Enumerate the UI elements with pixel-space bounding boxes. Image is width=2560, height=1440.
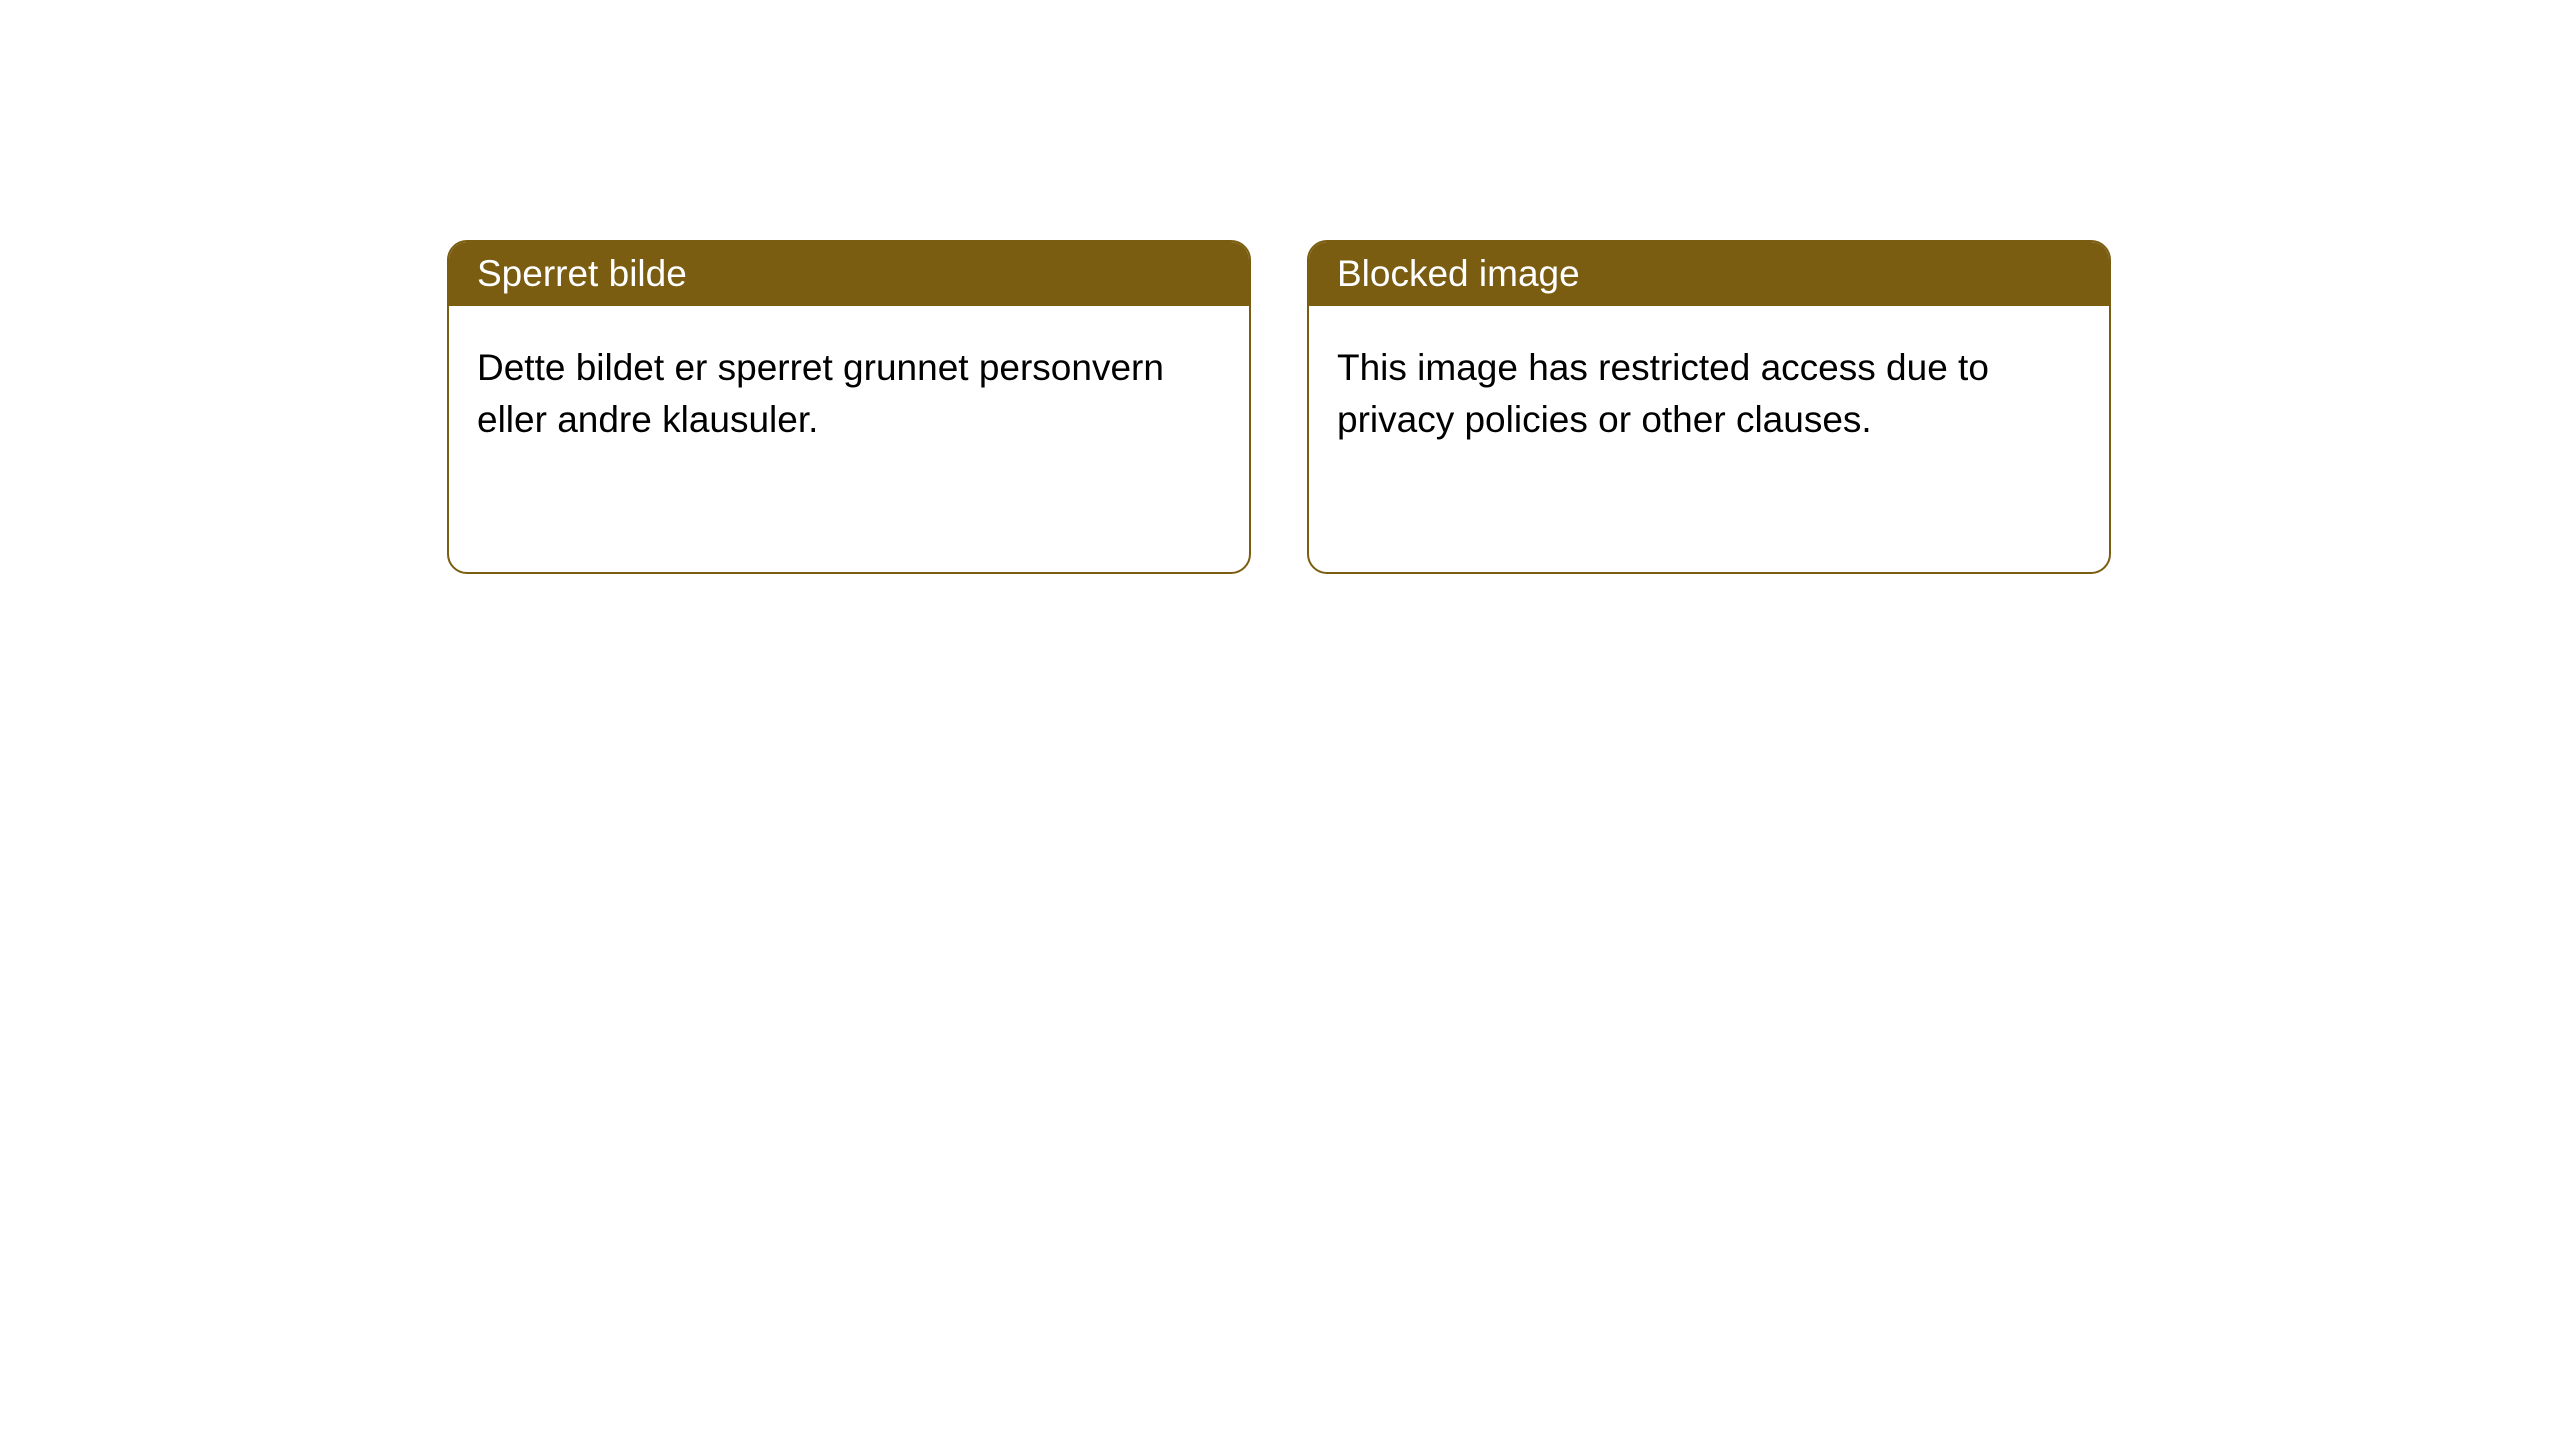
card-title: Sperret bilde [477,253,687,294]
card-header: Sperret bilde [449,242,1249,306]
notice-card-norwegian: Sperret bilde Dette bildet er sperret gr… [447,240,1251,574]
card-header: Blocked image [1309,242,2109,306]
notice-container: Sperret bilde Dette bildet er sperret gr… [0,0,2560,574]
card-body: This image has restricted access due to … [1309,306,2109,482]
card-body-text: Dette bildet er sperret grunnet personve… [477,347,1164,440]
card-title: Blocked image [1337,253,1580,294]
notice-card-english: Blocked image This image has restricted … [1307,240,2111,574]
card-body-text: This image has restricted access due to … [1337,347,1989,440]
card-body: Dette bildet er sperret grunnet personve… [449,306,1249,482]
